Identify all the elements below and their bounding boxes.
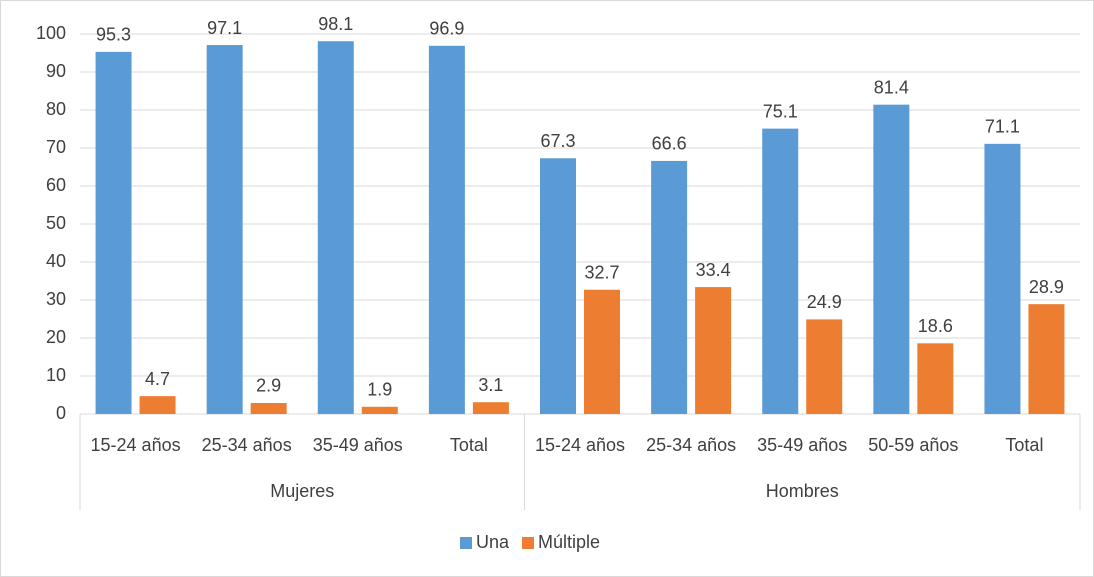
bar (984, 143, 1021, 414)
bar (806, 319, 843, 414)
y-tick-label: 60 (46, 175, 66, 195)
y-tick-label: 20 (46, 327, 66, 347)
value-label: 28.9 (1029, 277, 1064, 297)
value-label: 98.1 (318, 14, 353, 34)
y-tick-label: 50 (46, 213, 66, 233)
value-label: 18.6 (918, 316, 953, 336)
value-label: 96.9 (429, 19, 464, 39)
value-label: 24.9 (807, 292, 842, 312)
y-tick-label: 90 (46, 61, 66, 81)
value-label: 32.7 (584, 262, 619, 282)
y-tick-label: 10 (46, 365, 66, 385)
value-label: 67.3 (540, 131, 575, 151)
bar (917, 343, 954, 414)
y-tick-label: 0 (56, 403, 66, 423)
x-tick-label: 50-59 años (868, 435, 958, 455)
bar (873, 104, 910, 415)
value-label: 75.1 (763, 101, 798, 121)
bar (428, 45, 465, 414)
value-label: 1.9 (367, 380, 392, 400)
bar (139, 396, 176, 414)
x-tick-label: 35-49 años (757, 435, 847, 455)
legend-swatch (460, 537, 472, 549)
x-tick-label: 25-34 años (646, 435, 736, 455)
value-label: 33.4 (696, 260, 731, 280)
bar (95, 51, 132, 415)
x-tick-label: Total (1005, 435, 1043, 455)
bar (695, 287, 732, 414)
bar (206, 45, 243, 415)
legend-label: Una (476, 532, 510, 552)
x-tick-label: 25-34 años (202, 435, 292, 455)
bar (540, 158, 576, 414)
value-label: 95.3 (96, 25, 131, 45)
value-label: 2.9 (256, 376, 281, 396)
bar (1028, 304, 1065, 414)
value-label: 4.7 (145, 369, 170, 389)
legend-swatch (522, 537, 534, 549)
group-label: Mujeres (270, 481, 334, 501)
value-label: 81.4 (874, 77, 909, 97)
y-tick-label: 70 (46, 137, 66, 157)
y-tick-label: 100 (36, 23, 66, 43)
value-label: 3.1 (478, 375, 503, 395)
bar (361, 406, 398, 414)
y-tick-label: 30 (46, 289, 66, 309)
bar (317, 41, 354, 414)
value-label: 71.1 (985, 117, 1020, 137)
x-tick-label: 15-24 años (535, 435, 625, 455)
group-label: Hombres (766, 481, 839, 501)
bar (584, 289, 620, 414)
bar (472, 402, 509, 414)
y-tick-label: 80 (46, 99, 66, 119)
x-tick-label: 35-49 años (313, 435, 403, 455)
y-tick-label: 40 (46, 251, 66, 271)
value-label: 97.1 (207, 18, 242, 38)
x-tick-label: Total (450, 435, 488, 455)
value-label: 66.6 (652, 134, 687, 154)
bar (762, 128, 799, 414)
legend-label: Múltiple (538, 532, 600, 552)
x-tick-label: 15-24 años (91, 435, 181, 455)
bar (250, 402, 287, 414)
bar (651, 160, 688, 414)
